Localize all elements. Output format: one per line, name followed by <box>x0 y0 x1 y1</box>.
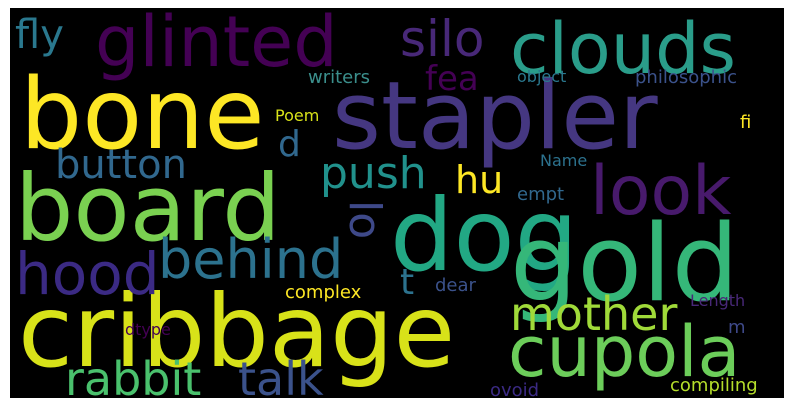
word-dtype: dtype <box>125 320 171 339</box>
word-dog: dog <box>390 177 578 294</box>
word-m: m <box>728 317 746 338</box>
word-length: Length <box>690 291 745 310</box>
word-cribbage: cribbage <box>18 273 455 390</box>
word-complex: complex <box>285 282 362 303</box>
word-cloud-background <box>10 8 784 398</box>
word-look: look <box>590 152 732 231</box>
word-d: d <box>278 124 301 165</box>
word-mother: mother <box>510 287 677 341</box>
word-silo: silo <box>400 10 484 68</box>
word-bone: bone <box>20 58 265 172</box>
word-lo: lo <box>339 200 390 239</box>
word-stapler: stapler <box>332 62 658 171</box>
word-poem: Poem <box>275 106 319 125</box>
word-name: Name <box>540 151 587 170</box>
word-glinted: glinted <box>95 8 338 83</box>
word-compiling: compiling <box>670 375 758 396</box>
word-empt: empt <box>517 184 564 205</box>
word-cloud: stapler bone board dog gold cribbage clo… <box>10 8 784 398</box>
word-object: object <box>517 67 566 86</box>
word-behind: behind <box>158 228 343 291</box>
word-rabbit: rabbit <box>65 352 201 398</box>
word-writers: writers <box>308 67 370 88</box>
word-dear: dear <box>435 275 477 296</box>
word-fi: fi <box>740 112 751 133</box>
word-fea: fea <box>425 59 479 99</box>
word-fly: fly <box>15 12 64 58</box>
word-t: t <box>400 262 414 303</box>
word-gold: gold <box>510 202 739 325</box>
word-push: push <box>320 148 427 199</box>
word-board: board <box>15 155 281 262</box>
word-ovoid: ovoid <box>490 380 539 398</box>
word-talk: talk <box>238 352 324 398</box>
word-hu: hu <box>455 158 503 202</box>
word-cupola: cupola <box>508 311 740 393</box>
word-button: button <box>55 142 187 188</box>
word-clouds: clouds <box>510 8 736 90</box>
word-philosophic: philosophic <box>635 67 737 88</box>
word-hood: hood <box>15 240 160 308</box>
